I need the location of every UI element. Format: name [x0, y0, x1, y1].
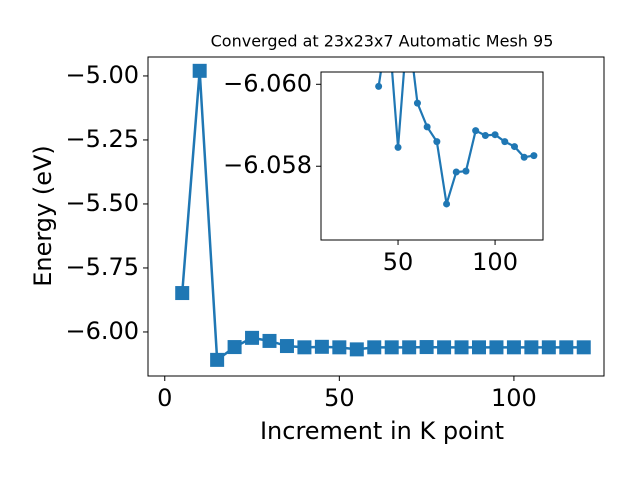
- marker: [332, 340, 347, 355]
- marker: [394, 143, 402, 151]
- marker: [472, 127, 480, 135]
- marker: [510, 143, 518, 151]
- marker: [454, 340, 469, 355]
- x-tick-label: 50: [324, 384, 355, 412]
- marker: [520, 153, 528, 161]
- marker: [384, 340, 399, 355]
- y-tick-label: −6.00: [65, 317, 139, 345]
- chart-title: Converged at 23x23x7 Automatic Mesh 95: [211, 32, 554, 51]
- marker: [262, 333, 277, 348]
- marker: [192, 63, 207, 78]
- y-tick-label: −5.75: [65, 253, 139, 281]
- marker: [433, 138, 441, 146]
- marker: [489, 340, 504, 355]
- axes-frame: [147, 56, 605, 377]
- marker: [314, 339, 329, 354]
- marker: [524, 340, 539, 355]
- marker: [375, 82, 383, 90]
- marker: [462, 167, 470, 175]
- y-tick-label: −5.50: [65, 189, 139, 217]
- y-tick-label: −6.058: [223, 151, 312, 179]
- x-tick-label: 50: [383, 248, 414, 276]
- marker: [452, 168, 460, 176]
- marker: [279, 339, 294, 354]
- marker: [349, 342, 364, 357]
- marker: [367, 340, 382, 355]
- y-tick-label: −5.25: [65, 125, 139, 153]
- x-axis-label: Increment in K point: [260, 417, 504, 445]
- marker: [501, 138, 509, 146]
- marker: [402, 340, 417, 355]
- y-tick-label: −6.060: [223, 69, 312, 97]
- axes-frame: [320, 71, 544, 241]
- y-tick-label: −5.00: [65, 61, 139, 89]
- plot-area: [175, 63, 591, 367]
- axes-background: [321, 72, 543, 240]
- marker: [541, 340, 556, 355]
- marker: [419, 340, 434, 355]
- x-tick-label: 100: [491, 384, 537, 412]
- marker: [559, 340, 574, 355]
- x-tick-label: 100: [472, 248, 518, 276]
- marker: [245, 330, 260, 345]
- marker: [443, 200, 451, 208]
- x-tick-label: 0: [157, 384, 172, 412]
- marker: [297, 340, 312, 355]
- marker: [530, 152, 538, 160]
- marker: [437, 340, 452, 355]
- marker: [404, 19, 411, 26]
- marker: [385, 19, 392, 26]
- marker: [210, 352, 225, 367]
- marker: [506, 340, 521, 355]
- marker: [227, 340, 242, 355]
- marker: [472, 340, 487, 355]
- y-axis-label: Energy (eV): [29, 145, 57, 287]
- marker: [413, 99, 421, 107]
- marker: [423, 123, 431, 131]
- marker: [175, 286, 190, 301]
- plot-area: [375, 19, 538, 208]
- marker: [481, 132, 489, 140]
- marker: [576, 340, 591, 355]
- marker: [491, 131, 499, 139]
